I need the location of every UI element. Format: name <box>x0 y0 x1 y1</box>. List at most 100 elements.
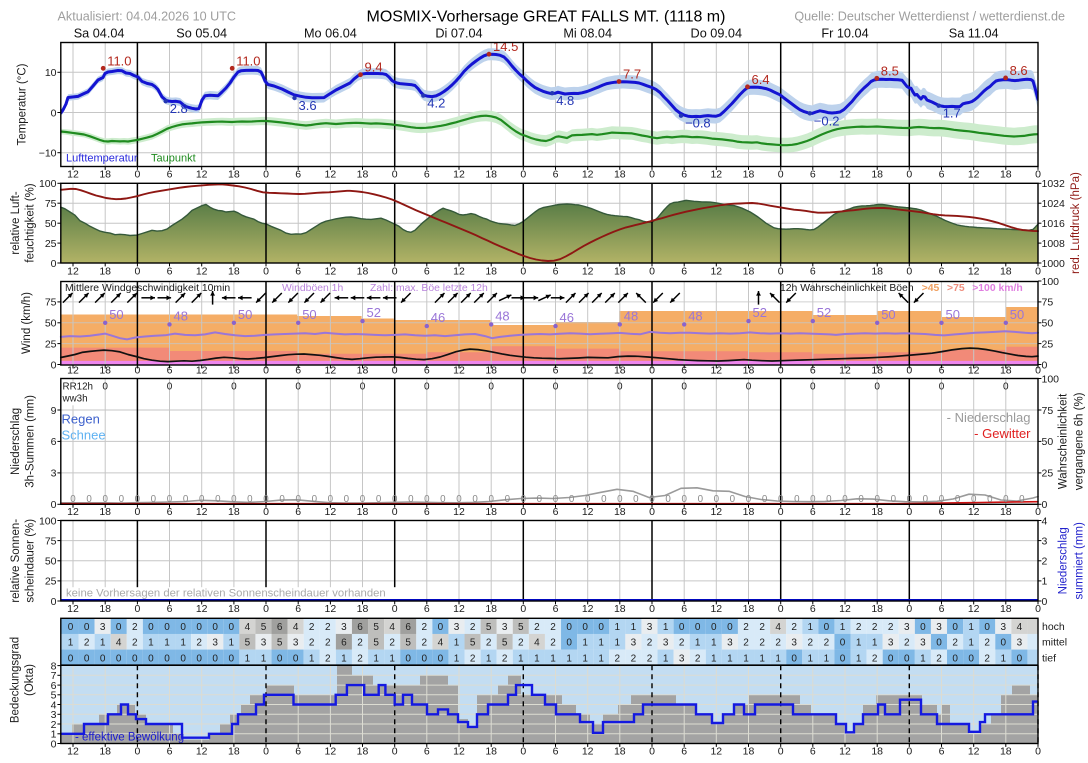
svg-text:18: 18 <box>614 603 626 615</box>
svg-text:0: 0 <box>422 653 428 664</box>
svg-text:11.0: 11.0 <box>236 53 260 68</box>
svg-text:1: 1 <box>775 653 781 664</box>
svg-text:6: 6 <box>939 506 945 518</box>
svg-text:hoch: hoch <box>1042 621 1065 633</box>
svg-text:6: 6 <box>939 364 945 376</box>
svg-text:18: 18 <box>1000 745 1012 757</box>
svg-text:18: 18 <box>228 745 240 757</box>
svg-text:MOSMIX-Vorhersage GREAT FALLS: MOSMIX-Vorhersage GREAT FALLS MT. (1118 … <box>367 9 726 26</box>
svg-text:1: 1 <box>51 729 57 741</box>
svg-text:18: 18 <box>614 168 626 180</box>
svg-text:6: 6 <box>939 745 945 757</box>
svg-text:11.0: 11.0 <box>107 53 131 68</box>
svg-text:100: 100 <box>1042 276 1060 288</box>
svg-text:2: 2 <box>470 622 476 633</box>
svg-text:0: 0 <box>939 382 945 393</box>
svg-text:Aktualisiert: 04.04.2026 10 UT: Aktualisiert: 04.04.2026 10 UTC <box>58 10 237 24</box>
svg-text:0: 0 <box>424 382 430 393</box>
svg-text:18: 18 <box>871 745 883 757</box>
svg-text:0: 0 <box>987 494 993 505</box>
svg-text:6: 6 <box>681 506 687 518</box>
svg-text:0: 0 <box>695 622 701 633</box>
svg-text:12: 12 <box>196 603 208 615</box>
svg-text:6: 6 <box>51 436 57 448</box>
svg-text:3: 3 <box>936 622 942 633</box>
svg-text:2: 2 <box>502 653 508 664</box>
svg-text:46: 46 <box>560 310 574 325</box>
svg-text:4: 4 <box>1017 622 1023 633</box>
svg-text:0: 0 <box>293 653 299 664</box>
svg-text:12: 12 <box>839 364 851 376</box>
svg-text:0: 0 <box>955 494 961 505</box>
svg-text:0: 0 <box>134 364 140 376</box>
svg-text:2: 2 <box>389 638 395 649</box>
svg-text:0: 0 <box>537 494 543 505</box>
svg-text:2: 2 <box>132 638 138 649</box>
svg-text:50: 50 <box>1010 307 1024 322</box>
svg-text:0: 0 <box>229 622 235 633</box>
svg-text:12h Wahrscheinlichkeit Böen: 12h Wahrscheinlichkeit Böen <box>780 283 914 294</box>
svg-text:0: 0 <box>601 494 607 505</box>
svg-text:0: 0 <box>566 638 572 649</box>
svg-text:1: 1 <box>566 653 572 664</box>
svg-text:0: 0 <box>1035 745 1041 757</box>
svg-text:12: 12 <box>710 265 722 277</box>
svg-text:5: 5 <box>405 638 411 649</box>
svg-text:1: 1 <box>68 638 74 649</box>
svg-text:1: 1 <box>872 638 878 649</box>
svg-text:2: 2 <box>309 622 315 633</box>
svg-text:0: 0 <box>746 494 752 505</box>
svg-text:2: 2 <box>631 653 637 664</box>
svg-text:0: 0 <box>263 603 269 615</box>
svg-text:18: 18 <box>1000 168 1012 180</box>
svg-text:6: 6 <box>424 168 430 180</box>
svg-text:6: 6 <box>553 265 559 277</box>
svg-text:18: 18 <box>228 364 240 376</box>
svg-text:12: 12 <box>325 603 337 615</box>
svg-text:2: 2 <box>872 622 878 633</box>
svg-text:0: 0 <box>392 494 398 505</box>
svg-text:18: 18 <box>871 506 883 518</box>
svg-text:0: 0 <box>874 494 880 505</box>
svg-text:12: 12 <box>839 265 851 277</box>
svg-text:relative Sonnen-: relative Sonnen- <box>10 519 22 603</box>
svg-text:25: 25 <box>1042 338 1054 350</box>
svg-text:0: 0 <box>582 622 588 633</box>
svg-text:0: 0 <box>1042 499 1048 511</box>
svg-text:Sa 04.04: Sa 04.04 <box>74 27 125 41</box>
svg-text:0: 0 <box>472 494 478 505</box>
svg-text:2: 2 <box>856 622 862 633</box>
svg-text:9.4: 9.4 <box>365 60 383 75</box>
svg-text:summiert (mm): summiert (mm) <box>1074 522 1086 599</box>
svg-text:0: 0 <box>617 494 623 505</box>
svg-text:18: 18 <box>614 364 626 376</box>
svg-text:1: 1 <box>261 653 267 664</box>
svg-text:0: 0 <box>778 364 784 376</box>
svg-text:0: 0 <box>907 494 913 505</box>
svg-text:18: 18 <box>871 364 883 376</box>
svg-text:18: 18 <box>743 506 755 518</box>
svg-text:6: 6 <box>553 168 559 180</box>
svg-text:0: 0 <box>778 745 784 757</box>
svg-text:3: 3 <box>1001 622 1007 633</box>
svg-text:3: 3 <box>727 638 733 649</box>
svg-text:0: 0 <box>328 494 334 505</box>
svg-text:2: 2 <box>325 638 331 649</box>
svg-text:0: 0 <box>440 494 446 505</box>
svg-text:3.6: 3.6 <box>299 98 317 113</box>
svg-text:50: 50 <box>45 218 57 230</box>
svg-text:1: 1 <box>389 653 395 664</box>
svg-text:0: 0 <box>649 494 655 505</box>
svg-text:0: 0 <box>134 506 140 518</box>
svg-text:18: 18 <box>485 506 497 518</box>
svg-text:scheindauer (%): scheindauer (%) <box>25 519 37 603</box>
svg-text:50: 50 <box>881 307 895 322</box>
svg-text:1: 1 <box>518 653 524 664</box>
svg-text:2: 2 <box>132 622 138 633</box>
svg-text:0: 0 <box>312 494 318 505</box>
svg-text:18: 18 <box>99 506 111 518</box>
svg-text:Di 07.04: Di 07.04 <box>435 27 482 41</box>
svg-text:6: 6 <box>167 603 173 615</box>
svg-text:0: 0 <box>727 622 733 633</box>
svg-text:0: 0 <box>102 494 108 505</box>
